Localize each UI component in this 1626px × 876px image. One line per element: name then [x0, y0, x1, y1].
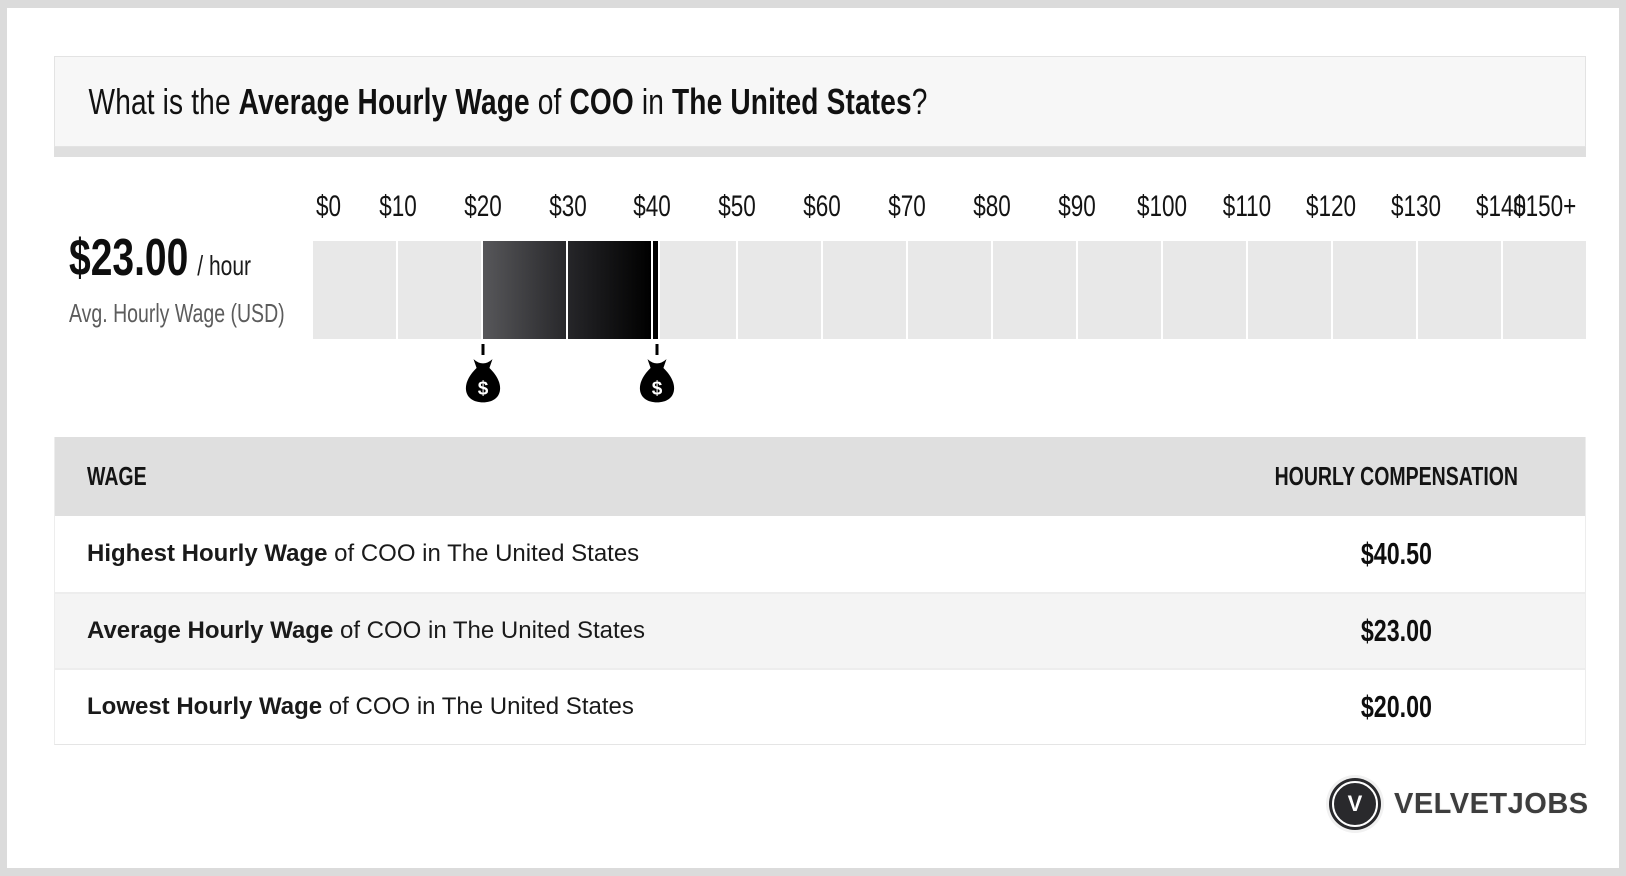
- compensation-column-header-cell: HOURLY COMPENSATION: [1207, 461, 1585, 492]
- table-row-average: Average Hourly Wage of COO in The United…: [55, 592, 1585, 668]
- wage-column-header: WAGE: [87, 461, 147, 491]
- row-label: Highest Hourly Wage of COO in The United…: [55, 540, 1207, 568]
- lowest-wage-tick-mark: [481, 344, 485, 355]
- row-value-cell: $40.50: [1207, 536, 1585, 572]
- axis-tick: $50: [718, 190, 757, 223]
- axis-tick: $60: [803, 190, 841, 223]
- average-wage-line: $23.00 / hour: [69, 228, 251, 288]
- logo-monogram-circle: V: [1329, 778, 1381, 830]
- wage-band: [738, 241, 821, 339]
- title-text-segment: in: [633, 80, 672, 122]
- axis-tick: $150+: [1512, 190, 1576, 223]
- title-text-segment: COO: [569, 80, 634, 122]
- wage-band-highlighted: [483, 241, 566, 339]
- average-wage-caption: Avg. Hourly Wage (USD): [69, 298, 285, 328]
- row-label-bold: Average Hourly Wage: [87, 617, 334, 644]
- wage-band: [1333, 241, 1416, 339]
- wage-range-chart: $ $: [313, 241, 1586, 403]
- row-label-rest: of COO in The United States: [322, 693, 634, 720]
- axis-tick: $130: [1391, 190, 1442, 223]
- row-value: $23.00: [1360, 613, 1432, 648]
- axis-tick: $120: [1306, 190, 1357, 223]
- page-title: What is the Average Hourly Wage of COO i…: [55, 81, 928, 123]
- wage-table-header: WAGE HOURLY COMPENSATION: [55, 437, 1585, 516]
- axis-tick: $40: [633, 190, 672, 223]
- row-value: $20.00: [1360, 689, 1432, 724]
- axis-tick: $80: [973, 190, 1011, 223]
- title-text-segment: Average Hourly Wage: [238, 80, 530, 122]
- axis-tick: $30: [548, 190, 587, 223]
- title-box-shadow: [54, 147, 1586, 157]
- table-row-lowest: Lowest Hourly Wage of COO in The United …: [55, 668, 1585, 744]
- axis-tick: $0: [316, 190, 342, 223]
- row-label-rest: of COO in The United States: [333, 617, 646, 644]
- logo-text: VELVETJOBS: [1394, 787, 1589, 820]
- axis-tick: $70: [888, 190, 926, 223]
- row-label: Average Hourly Wage of COO in The United…: [55, 617, 1207, 645]
- title-text-segment: What is the: [88, 80, 239, 122]
- wage-axis: $0 $10 $20 $30 $40 $50 $60 $70 $80 $90 $…: [313, 190, 1586, 230]
- row-label: Lowest Hourly Wage of COO in The United …: [55, 693, 1207, 721]
- average-wage-unit: / hour: [197, 250, 251, 281]
- row-value-cell: $23.00: [1207, 613, 1585, 649]
- dollar-symbol: $: [477, 378, 488, 399]
- compensation-column-header: HOURLY COMPENSATION: [1274, 461, 1518, 491]
- money-bag-icon: $: [464, 358, 502, 404]
- highest-wage-tick-mark: [655, 344, 659, 355]
- table-row-highest: Highest Hourly Wage of COO in The United…: [55, 516, 1585, 592]
- content-card: What is the Average Hourly Wage of COO i…: [7, 8, 1619, 868]
- wage-band-highlight-end: [653, 241, 736, 339]
- wage-band: [1078, 241, 1161, 339]
- wage-band: [1503, 241, 1586, 339]
- wage-band: [313, 241, 396, 339]
- axis-tick: $100: [1136, 190, 1187, 223]
- axis-tick: $90: [1058, 190, 1096, 223]
- title-text-segment: of: [529, 80, 570, 122]
- row-label-rest: of COO in The United States: [327, 540, 640, 567]
- wage-band: [1248, 241, 1331, 339]
- wage-band: [1418, 241, 1501, 339]
- money-bag-icon: $: [638, 358, 676, 404]
- velvetjobs-logo: V VELVETJOBS: [1329, 778, 1589, 830]
- row-value: $40.50: [1360, 536, 1432, 571]
- axis-tick: $10: [379, 190, 417, 223]
- wage-band: [398, 241, 481, 339]
- logo-monogram: V: [1347, 791, 1363, 816]
- axis-tick: $140: [1476, 190, 1527, 223]
- row-label-bold: Highest Hourly Wage: [87, 540, 328, 567]
- wage-band-highlighted: [568, 241, 651, 339]
- average-wage-value: $23.00: [69, 229, 189, 287]
- wage-table: WAGE HOURLY COMPENSATION Highest Hourly …: [54, 437, 1586, 745]
- dollar-symbol: $: [651, 378, 662, 399]
- question-title-box: What is the Average Hourly Wage of COO i…: [54, 56, 1586, 147]
- wage-band: [1163, 241, 1246, 339]
- title-text-segment: ?: [911, 80, 928, 122]
- axis-tick: $20: [463, 190, 502, 223]
- wage-band: [823, 241, 906, 339]
- wage-band: [908, 241, 991, 339]
- row-label-bold: Lowest Hourly Wage: [87, 693, 323, 720]
- axis-tick: $110: [1222, 190, 1271, 223]
- row-value-cell: $20.00: [1207, 689, 1585, 725]
- wage-band: [993, 241, 1076, 339]
- wage-column-header-cell: WAGE: [55, 461, 1207, 492]
- title-text-segment: The United States: [671, 80, 912, 122]
- average-wage-stat: $23.00 / hour Avg. Hourly Wage (USD): [69, 228, 357, 329]
